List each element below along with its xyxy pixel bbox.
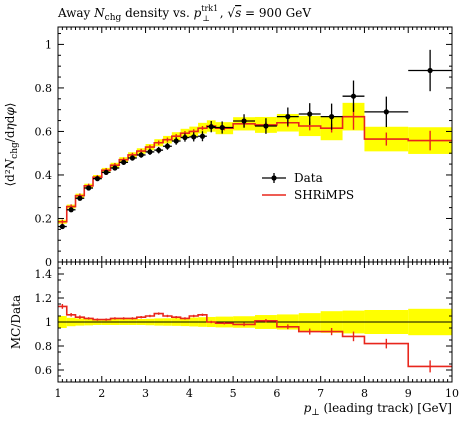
- title-part: , √: [220, 6, 236, 20]
- data-point: [219, 124, 225, 131]
- data-point: [329, 114, 335, 120]
- axis-ticks: [57, 27, 453, 382]
- ratio-y-axis-label: MC/Data: [9, 295, 23, 349]
- y-tick-label: 0.6: [35, 125, 53, 138]
- x-tick-label: 7: [317, 387, 324, 400]
- data-point: [121, 159, 127, 165]
- data-point: [307, 111, 313, 117]
- x-tick-label: 9: [405, 387, 412, 400]
- x-tick-label: 8: [361, 387, 368, 400]
- ylabel-part: ⟩: [3, 102, 17, 107]
- ratio-y-tick-label: 1.2: [35, 292, 53, 305]
- x-tick-label: 1: [55, 387, 62, 400]
- chart-title: Away Nchg density vs. ptrk1 ⊥ , √s = 900 G…: [57, 4, 311, 23]
- ylabel-part: ⟨d²: [3, 169, 17, 186]
- x-axis-label: p⊥ (leading track) [GeV]: [304, 401, 452, 418]
- data-point: [103, 169, 109, 175]
- data-point: [199, 133, 206, 139]
- data-point: [164, 143, 171, 149]
- y-tick-label: 0: [45, 256, 52, 269]
- data-point: [208, 124, 214, 130]
- data-point: [59, 223, 65, 230]
- data-point: [350, 93, 357, 99]
- data-point: [86, 185, 92, 191]
- ratio-y-tick-label: 0.8: [35, 340, 53, 353]
- y-tick-label: 0.4: [35, 169, 53, 182]
- ylabel-part: d: [3, 115, 17, 123]
- title-part: p: [194, 6, 202, 20]
- ylabel-part: φ: [3, 107, 17, 116]
- ylabel-subscript: chg: [10, 142, 20, 159]
- main-data-points: [58, 49, 452, 230]
- title-part: s: [235, 6, 241, 20]
- ratio-mc-step-line: [58, 305, 452, 368]
- data-point: [263, 123, 269, 129]
- legend-label-data: Data: [294, 171, 323, 185]
- legend-label-mc: SHRiMPS: [294, 188, 354, 202]
- data-point: [173, 138, 179, 144]
- legend: Data SHRiMPS: [262, 171, 354, 202]
- data-point: [427, 67, 433, 74]
- x-tick-label: 3: [142, 387, 149, 400]
- data-point: [94, 176, 100, 182]
- data-point: [191, 134, 197, 140]
- data-point: [68, 207, 74, 213]
- ylabel-part: η: [3, 122, 17, 130]
- ratio-mc-histogram: [58, 304, 452, 373]
- y-tick-label: 0.8: [35, 82, 53, 95]
- title-part: density vs.: [121, 6, 193, 20]
- xlabel-part: p: [304, 401, 312, 415]
- title-part: Away: [57, 6, 94, 20]
- xlabel-part: (leading track) [GeV]: [320, 401, 452, 415]
- y-axis-label: ⟨d²Nchg/dηdφ⟩: [3, 102, 20, 186]
- y-tick-label: 0.2: [35, 212, 53, 225]
- data-point: [182, 134, 188, 141]
- ratio-y-tick-label: 1.4: [35, 268, 53, 281]
- data-point: [129, 155, 136, 161]
- data-point: [138, 152, 144, 158]
- data-point: [156, 147, 162, 153]
- x-tick-label: 2: [98, 387, 105, 400]
- data-point: [147, 149, 153, 155]
- data-point: [112, 165, 118, 171]
- title-subscript: ⊥: [202, 14, 210, 23]
- ylabel-part: N: [3, 158, 17, 170]
- title-part: = 900 GeV: [241, 6, 311, 20]
- ratio-y-tick-label: 0.6: [35, 364, 53, 377]
- x-tick-label: 4: [186, 387, 193, 400]
- data-point: [241, 118, 247, 124]
- y-tick-label: 1: [45, 38, 52, 51]
- title-part: N: [93, 6, 105, 20]
- ratio-y-tick-label: 1: [45, 316, 52, 329]
- title-superscript: trk1: [201, 4, 218, 13]
- x-tick-label: 6: [273, 387, 280, 400]
- data-point: [383, 109, 389, 115]
- title-subscript: chg: [105, 13, 122, 23]
- ylabel-part: /d: [3, 130, 17, 142]
- x-tick-label: 5: [230, 387, 237, 400]
- xlabel-subscript: ⊥: [311, 408, 319, 418]
- x-tick-label: 10: [445, 387, 459, 400]
- data-point: [77, 195, 83, 201]
- data-point: [285, 114, 291, 120]
